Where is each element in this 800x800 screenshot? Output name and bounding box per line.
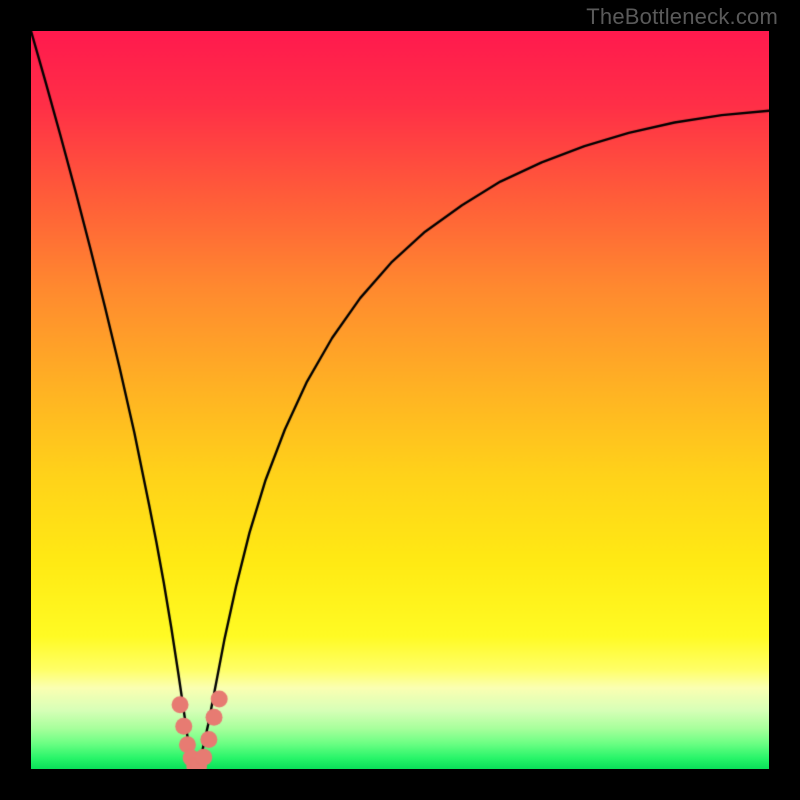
chart-frame: TheBottleneck.com [0,0,800,800]
bottleneck-chart-canvas [31,31,769,769]
watermark-text: TheBottleneck.com [586,4,778,30]
plot-area [31,31,769,769]
